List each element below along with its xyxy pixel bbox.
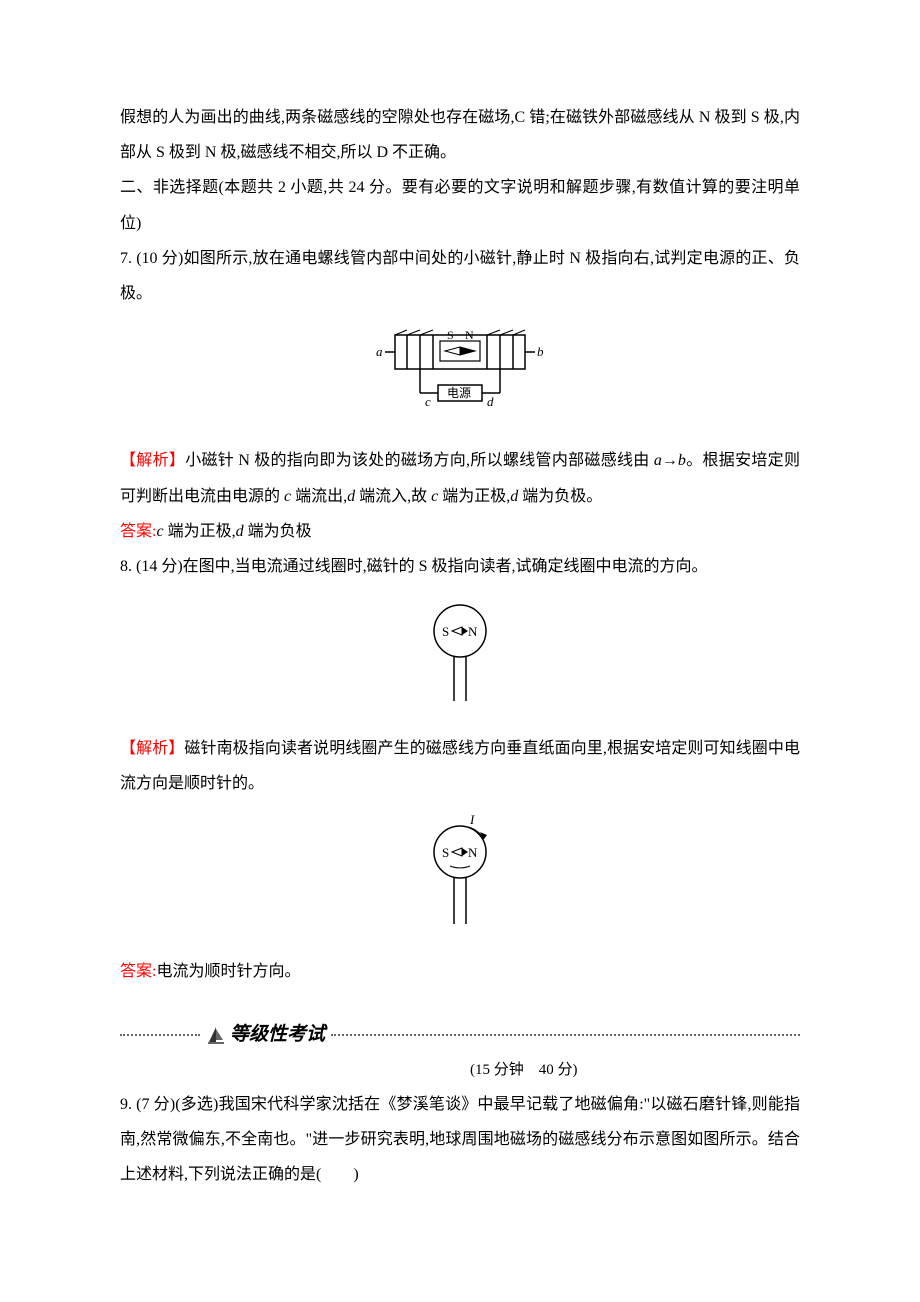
solenoid-n-label: N bbox=[465, 328, 474, 342]
q7-figure: S N a b 电源 c d bbox=[120, 323, 800, 431]
dots-decoration bbox=[120, 1034, 200, 1036]
compass-s-2: S bbox=[442, 845, 449, 860]
q8-text: 8. (14 分)在图中,当电流通过线圈时,磁针的 S 极指向读者,试确定线圈中… bbox=[120, 549, 800, 584]
compass-s-1: S bbox=[442, 624, 449, 639]
q8-figure-2: I S N bbox=[120, 814, 800, 942]
solenoid-c-label: c bbox=[425, 394, 431, 409]
exam-section-header: 等级性考试 bbox=[120, 1014, 800, 1056]
top-continuation: 假想的人为画出的曲线,两条磁感线的空隙处也存在磁场,C 错;在磁铁外部磁感线从 … bbox=[120, 100, 800, 170]
compass-n-2: N bbox=[468, 845, 478, 860]
sail-icon bbox=[206, 1025, 226, 1045]
section-2-header: 二、非选择题(本题共 2 小题,共 24 分。要有必要的文字说明和解题步骤,有数… bbox=[120, 170, 800, 240]
q7-text: 7. (10 分)如图所示,放在通电螺线管内部中间处的小磁针,静止时 N 极指向… bbox=[120, 241, 800, 311]
analysis-label: 【解析】 bbox=[120, 452, 185, 469]
q7-answer: 答案:c 端为正极,d 端为负极 bbox=[120, 514, 800, 549]
answer-label: 答案: bbox=[120, 963, 156, 980]
analysis-label: 【解析】 bbox=[120, 740, 184, 757]
solenoid-d-label: d bbox=[487, 394, 494, 409]
answer-label: 答案: bbox=[120, 523, 156, 540]
q7-analysis: 【解析】小磁针 N 极的指向即为该处的磁场方向,所以螺线管内部磁感线由 a→b。… bbox=[120, 443, 800, 513]
current-label: I bbox=[469, 814, 475, 827]
solenoid-s-label: S bbox=[447, 328, 454, 342]
section-title: 等级性考试 bbox=[200, 1014, 331, 1056]
q8-answer: 答案:电流为顺时针方向。 bbox=[120, 954, 800, 989]
dots-decoration bbox=[331, 1034, 800, 1036]
q8-analysis: 【解析】磁针南极指向读者说明线圈产生的磁感线方向垂直纸面向里,根据安培定则可知线… bbox=[120, 731, 800, 801]
q8-figure-1: S N bbox=[120, 596, 800, 719]
solenoid-b-label: b bbox=[537, 344, 544, 359]
q9-text: 9. (7 分)(多选)我国宋代科学家沈括在《梦溪笔谈》中最早记载了地磁偏角:"… bbox=[120, 1087, 800, 1193]
power-label: 电源 bbox=[447, 386, 471, 400]
exam-time-info: (15 分钟 40 分) bbox=[470, 1054, 800, 1087]
compass-n-1: N bbox=[468, 624, 478, 639]
solenoid-a-label: a bbox=[376, 344, 383, 359]
